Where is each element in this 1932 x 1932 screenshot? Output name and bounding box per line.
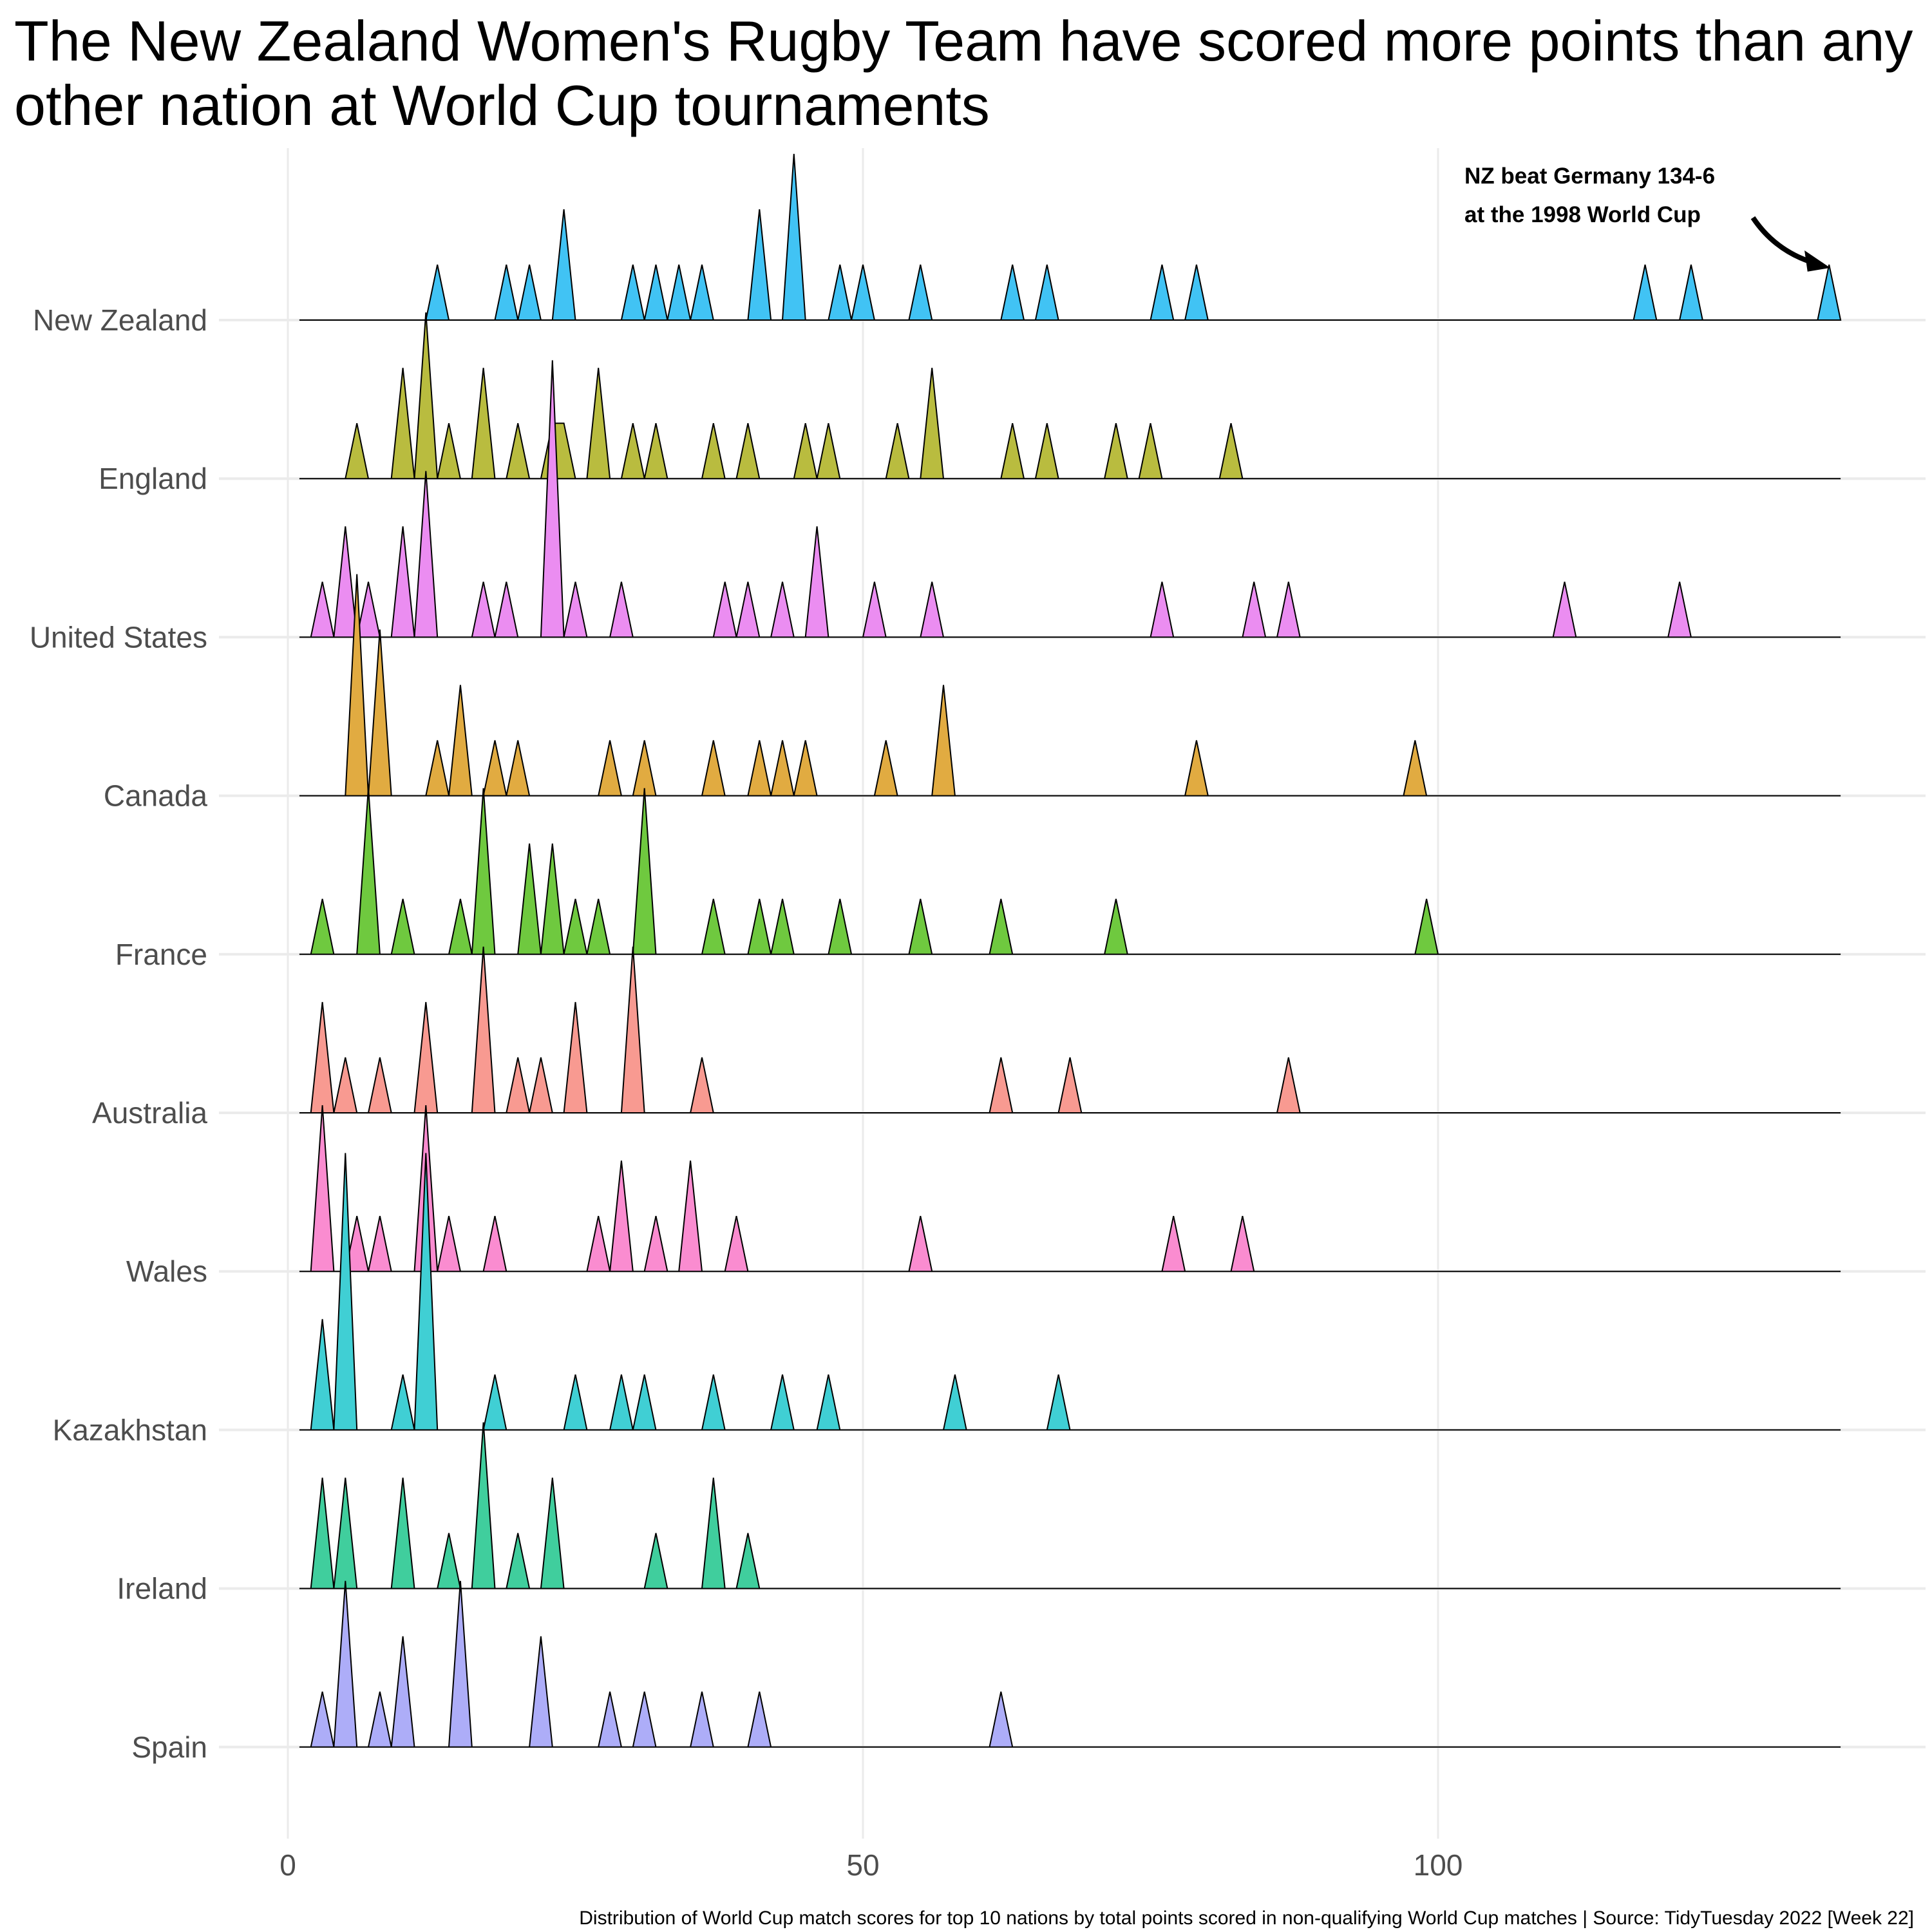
annotation-line-2: at the 1998 World Cup [1464,202,1701,227]
y-label-france: France [115,938,207,971]
ridge-wales [299,1105,1841,1273]
y-label-kazakhstan: Kazakhstan [53,1413,207,1446]
y-label-ireland: Ireland [117,1572,207,1605]
ridge-spain [299,1580,1841,1748]
x-tick-label-100: 100 [1414,1848,1463,1882]
ridge-australia [299,946,1841,1113]
chart-caption: Distribution of World Cup match scores f… [579,1908,1914,1929]
annotation: NZ beat Germany 134-6 at the 1998 World … [1464,164,1830,272]
annotation-line-1: NZ beat Germany 134-6 [1464,164,1715,189]
y-axis-labels: New Zealand England United States Canada Fra… [30,303,208,1764]
y-label-england: England [99,462,207,495]
y-label-spain: Spain [131,1730,207,1764]
x-axis-labels: 0 50 100 [279,1848,1463,1882]
y-label-australia: Australia [92,1096,207,1130]
x-tick-label-0: 0 [279,1848,296,1882]
annotation-arrowhead [1804,250,1830,272]
ridge-united-states [299,360,1841,638]
ridge-france [299,788,1841,955]
ridge-ireland [299,1422,1841,1589]
y-label-new-zealand: New Zealand [33,303,207,337]
chart-title: The New Zealand Women's Rugby Team have … [14,9,1913,137]
y-label-canada: Canada [104,779,208,813]
ridge-canada [299,574,1841,797]
ridge-england [299,312,1841,480]
ridges [299,153,1842,1748]
y-label-wales: Wales [126,1255,207,1288]
x-tick-label-50: 50 [846,1848,879,1882]
ridge-kazakhstan [299,1153,1841,1431]
y-label-united-states: United States [30,620,207,654]
ridge-new-zealand [299,153,1842,321]
